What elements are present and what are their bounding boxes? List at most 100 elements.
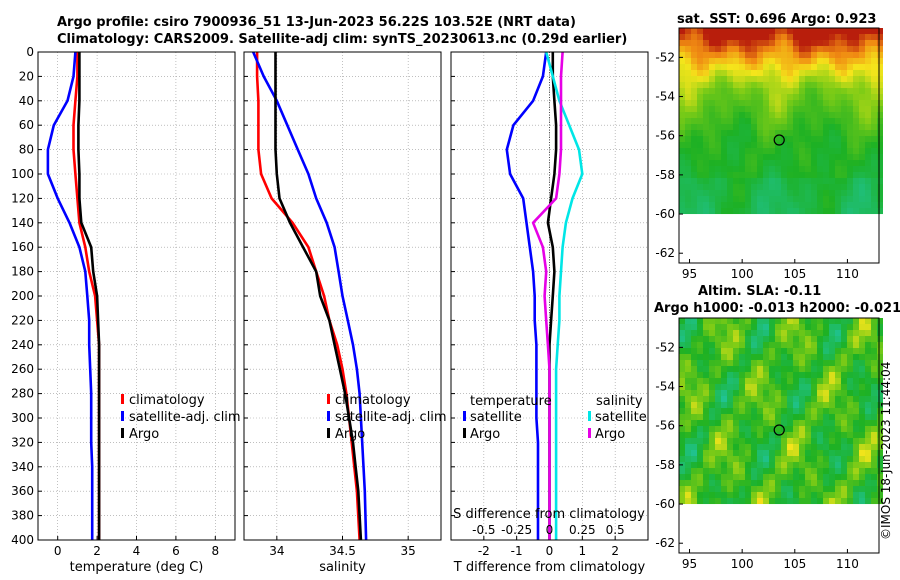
heatmap-cell xyxy=(739,130,745,136)
heatmap-cell xyxy=(823,390,829,396)
heatmap-cell xyxy=(757,342,763,348)
heatmap-cell xyxy=(841,136,847,142)
heatmap-cell xyxy=(811,408,817,414)
heatmap-cell xyxy=(763,130,769,136)
heatmap-cell xyxy=(721,492,727,498)
legend-swatch xyxy=(588,428,591,438)
heatmap-cell xyxy=(859,106,865,112)
heatmap-cell xyxy=(727,46,733,52)
heatmap-cell xyxy=(871,94,877,100)
heatmap-cell xyxy=(775,112,781,118)
heatmap-cell xyxy=(841,118,847,124)
heatmap-cell xyxy=(691,106,697,112)
heatmap-cell xyxy=(715,142,721,148)
heatmap-cell xyxy=(799,426,805,432)
heatmap-cell xyxy=(691,124,697,130)
heatmap-cell xyxy=(859,130,865,136)
heatmap-cell xyxy=(685,70,691,76)
heatmap-cell xyxy=(823,450,829,456)
heatmap-cell xyxy=(715,468,721,474)
heatmap-cell xyxy=(799,450,805,456)
heatmap-cell xyxy=(715,474,721,480)
legend-label: Argo xyxy=(595,427,625,442)
heatmap-cell xyxy=(733,444,739,450)
heatmap-cell xyxy=(697,426,703,432)
heatmap-cell xyxy=(727,28,733,34)
heatmap-cell xyxy=(829,456,835,462)
heatmap-cell xyxy=(691,178,697,184)
heatmap-cell xyxy=(769,498,775,504)
heatmap-cell xyxy=(799,336,805,342)
heatmap-cell xyxy=(751,360,757,366)
heatmap-cell xyxy=(691,94,697,100)
heatmap-cell xyxy=(679,142,685,148)
heatmap-cell xyxy=(757,148,763,154)
heatmap-cell xyxy=(751,384,757,390)
heatmap-cell xyxy=(727,390,733,396)
heatmap-cell xyxy=(811,124,817,130)
heatmap-cell xyxy=(757,402,763,408)
heatmap-cell xyxy=(703,160,709,166)
heatmap-cell xyxy=(745,396,751,402)
heatmap-cell xyxy=(847,148,853,154)
heatmap-cell xyxy=(715,166,721,172)
heatmap-cell xyxy=(781,408,787,414)
heatmap-cell xyxy=(835,444,841,450)
heatmap-cell xyxy=(859,160,865,166)
heatmap-cell xyxy=(721,420,727,426)
heatmap-cell xyxy=(829,28,835,34)
heatmap-cell xyxy=(745,324,751,330)
heatmap-cell xyxy=(811,498,817,504)
heatmap-cell xyxy=(775,450,781,456)
heatmap-cell xyxy=(757,396,763,402)
heatmap-cell xyxy=(787,354,793,360)
heatmap-cell xyxy=(847,94,853,100)
heatmap-cell xyxy=(733,184,739,190)
heatmap-cell xyxy=(817,154,823,160)
heatmap-cell xyxy=(757,196,763,202)
heatmap-cell xyxy=(841,384,847,390)
heatmap-cell xyxy=(811,414,817,420)
heatmap-cell xyxy=(733,136,739,142)
y-tick-label: 140 xyxy=(11,216,34,230)
heatmap-cell xyxy=(859,208,865,214)
heatmap-cell xyxy=(847,64,853,70)
heatmap-cell xyxy=(757,154,763,160)
heatmap-cell xyxy=(685,190,691,196)
heatmap-cell xyxy=(751,196,757,202)
heatmap-cell xyxy=(853,184,859,190)
heatmap-cell xyxy=(829,324,835,330)
heatmap-cell xyxy=(817,76,823,82)
heatmap-cell xyxy=(757,100,763,106)
heatmap-cell xyxy=(769,432,775,438)
heatmap-cell xyxy=(835,34,841,40)
heatmap-cell xyxy=(817,372,823,378)
heatmap-cell xyxy=(859,450,865,456)
heatmap-cell xyxy=(871,414,877,420)
heatmap-cell xyxy=(823,492,829,498)
heatmap-cell xyxy=(721,28,727,34)
heatmap-cell xyxy=(865,390,871,396)
heatmap-cell xyxy=(817,354,823,360)
heatmap-cell xyxy=(781,444,787,450)
heatmap-cell xyxy=(751,88,757,94)
heatmap-cell xyxy=(709,136,715,142)
heatmap-cell xyxy=(847,112,853,118)
heatmap-cell xyxy=(799,330,805,336)
heatmap-cell xyxy=(835,136,841,142)
heatmap-cell xyxy=(745,112,751,118)
heatmap-cell xyxy=(835,40,841,46)
heatmap-cell xyxy=(811,118,817,124)
heatmap-cell xyxy=(679,160,685,166)
heatmap-cell xyxy=(877,28,883,34)
heatmap-cell xyxy=(787,28,793,34)
heatmap-cell xyxy=(877,354,883,360)
heatmap-cell xyxy=(823,202,829,208)
heatmap-cell xyxy=(775,456,781,462)
heatmap-cell xyxy=(763,112,769,118)
y-tick-label: -62 xyxy=(655,536,675,550)
heatmap-cell xyxy=(739,208,745,214)
heatmap-cell xyxy=(763,28,769,34)
heatmap-cell xyxy=(841,64,847,70)
heatmap-cell xyxy=(805,366,811,372)
